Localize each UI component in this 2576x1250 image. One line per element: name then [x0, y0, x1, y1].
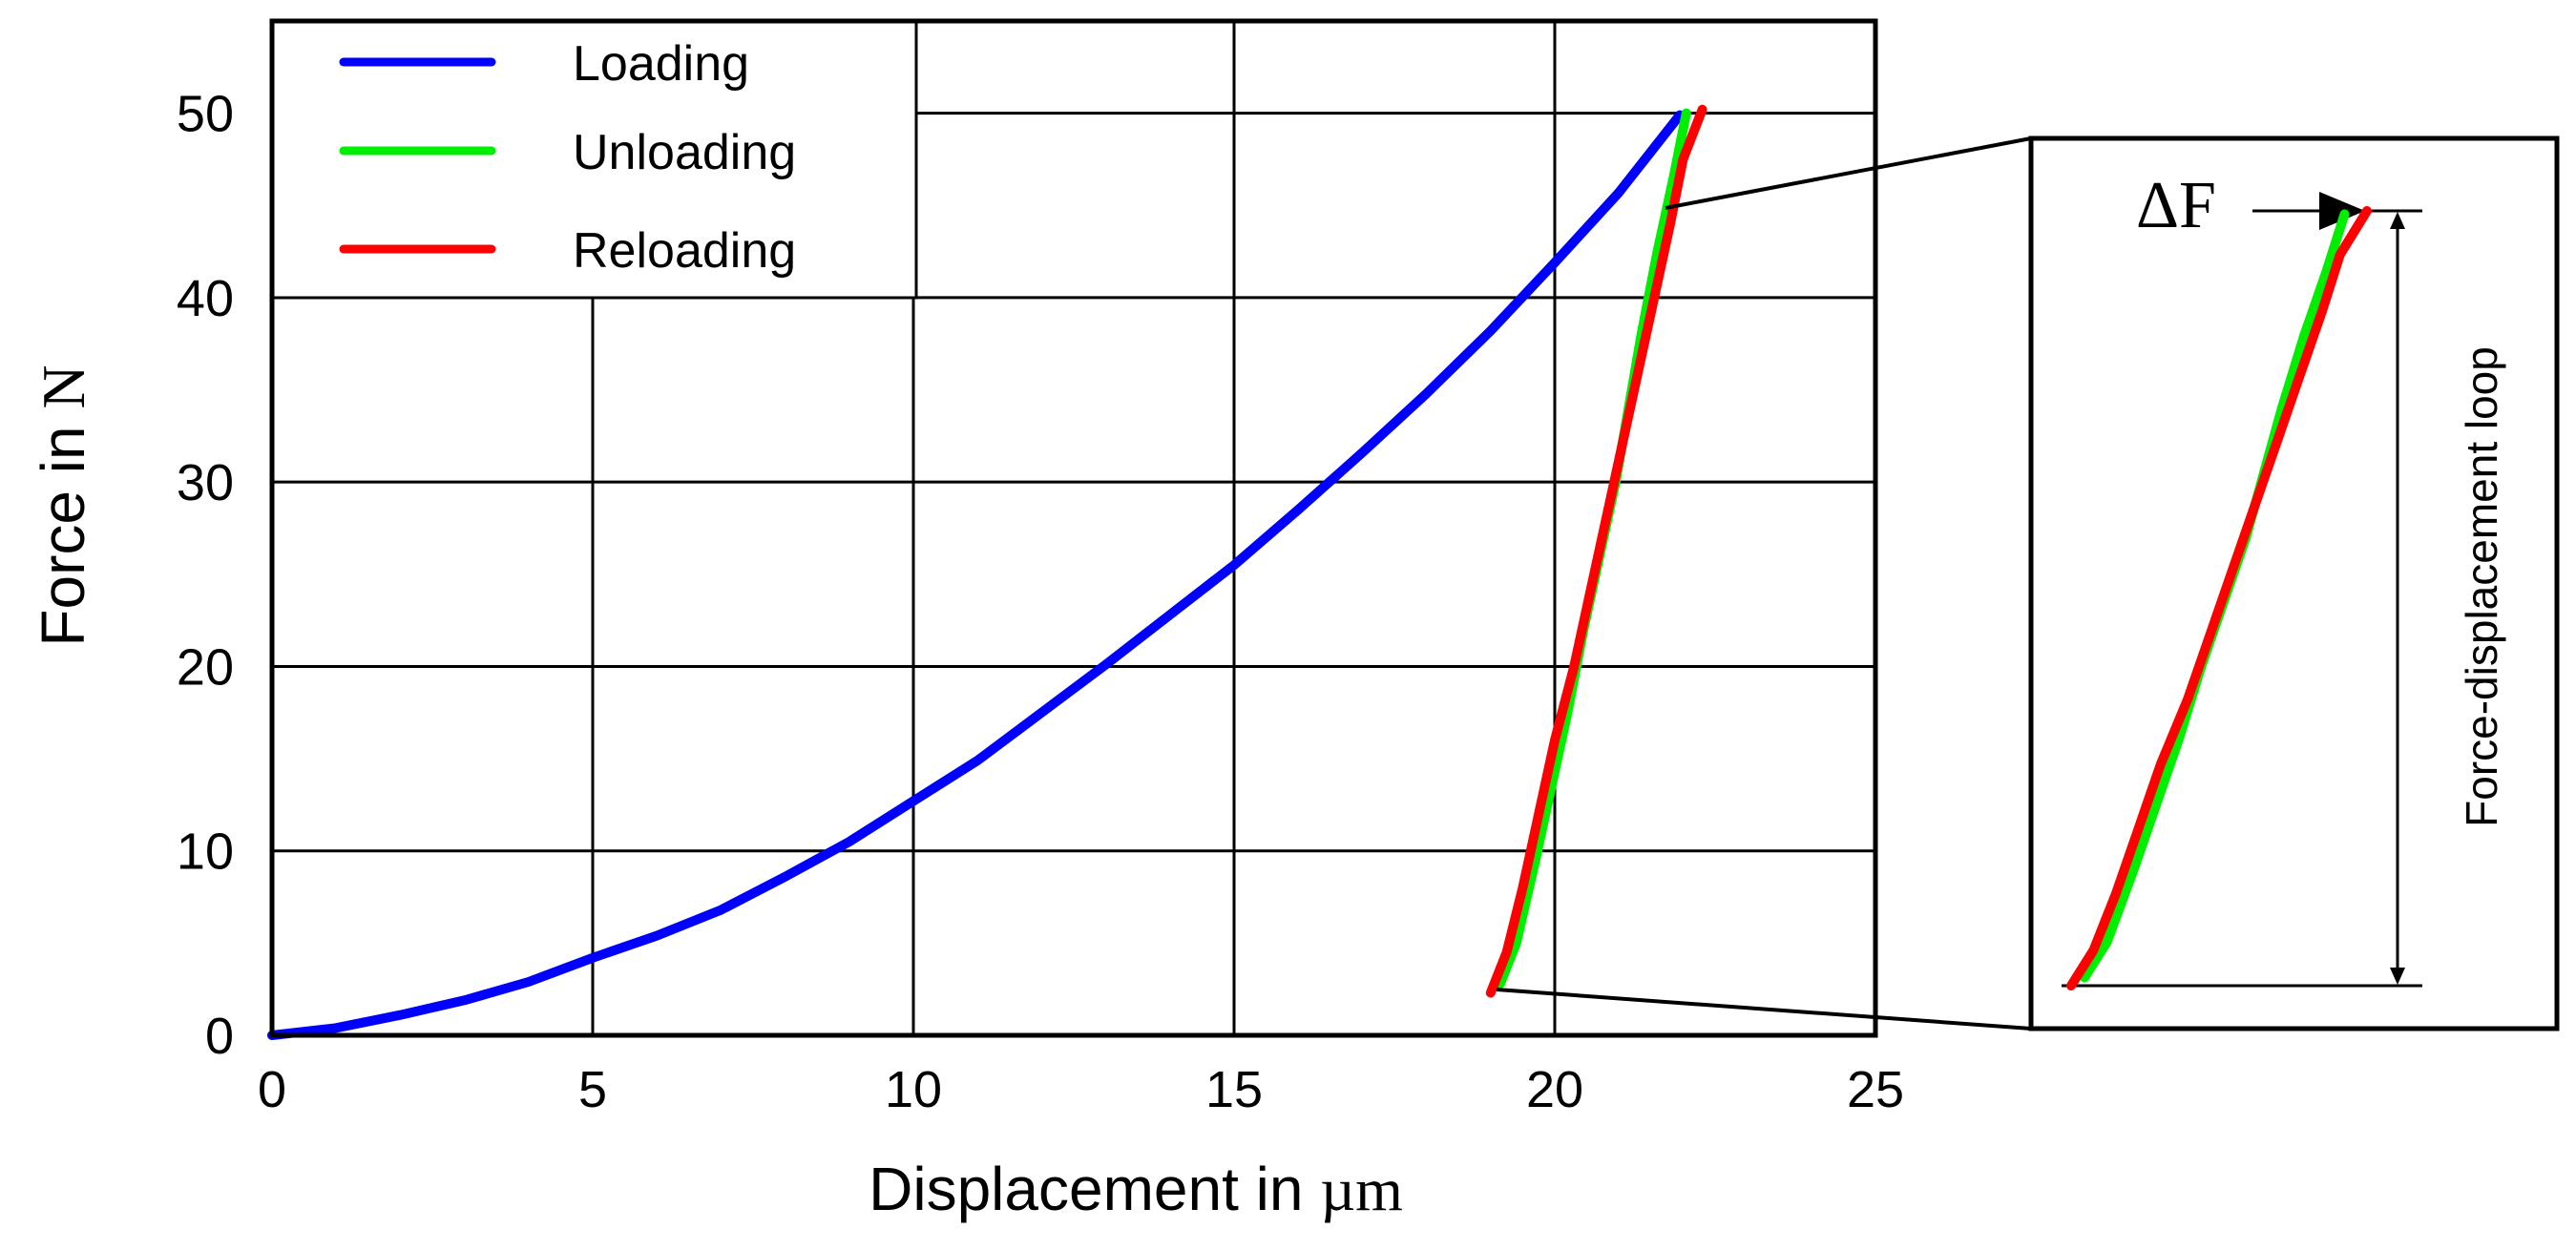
- y-tick-label-50: 50: [177, 86, 234, 143]
- y-tick-label-30: 30: [177, 454, 234, 511]
- x-axis-label-unit: µm: [1320, 1156, 1403, 1223]
- y-tick-label-10: 10: [177, 823, 234, 881]
- loop-height-arrow-head-top: [2390, 212, 2405, 229]
- series-line-loading: [267, 110, 1685, 1040]
- x-axis-label: Displacement in µm: [869, 1155, 1403, 1223]
- x-tick-label-20: 20: [1526, 1061, 1583, 1118]
- y-axis-label: Force in N: [29, 365, 97, 646]
- legend: Loading Unloading Reloading: [270, 19, 918, 300]
- inset-reloading-curve: [2066, 206, 2372, 990]
- series-line-reloading: [1485, 104, 1707, 998]
- legend-label-unloading: Unloading: [573, 125, 796, 180]
- y-axis-label-prefix: Force in: [29, 409, 97, 647]
- tick-layer: 0 5 10 15 20 25 0 10 20 30 40 50: [177, 86, 1904, 1118]
- plot-frame: [269, 18, 1878, 1038]
- x-tick-label-25: 25: [1847, 1061, 1904, 1118]
- legend-label-loading: Loading: [573, 36, 749, 92]
- y-axis-label-unit: N: [30, 365, 97, 408]
- zoom-connector-top: [1665, 136, 2032, 210]
- series-layer: [267, 104, 1707, 1040]
- y-tick-label-40: 40: [177, 270, 234, 327]
- x-axis-label-prefix: Displacement in: [869, 1155, 1320, 1223]
- zoom-connector-bottom: [1496, 988, 2032, 1031]
- x-tick-label-10: 10: [885, 1061, 942, 1118]
- loop-height-arrow-head-bottom: [2390, 968, 2405, 985]
- delta-f-label: ΔF: [2136, 169, 2216, 242]
- inset-zoom: ΔF Force-displacement loop: [2028, 135, 2560, 1031]
- y-tick-label-20: 20: [177, 638, 234, 696]
- legend-label-reloading: Reloading: [573, 223, 796, 279]
- loop-label: Force-displacement loop: [2457, 346, 2506, 827]
- x-tick-label-0: 0: [258, 1061, 286, 1118]
- x-tick-label-15: 15: [1205, 1061, 1263, 1118]
- x-tick-label-5: 5: [578, 1061, 607, 1118]
- y-tick-label-0: 0: [205, 1008, 234, 1065]
